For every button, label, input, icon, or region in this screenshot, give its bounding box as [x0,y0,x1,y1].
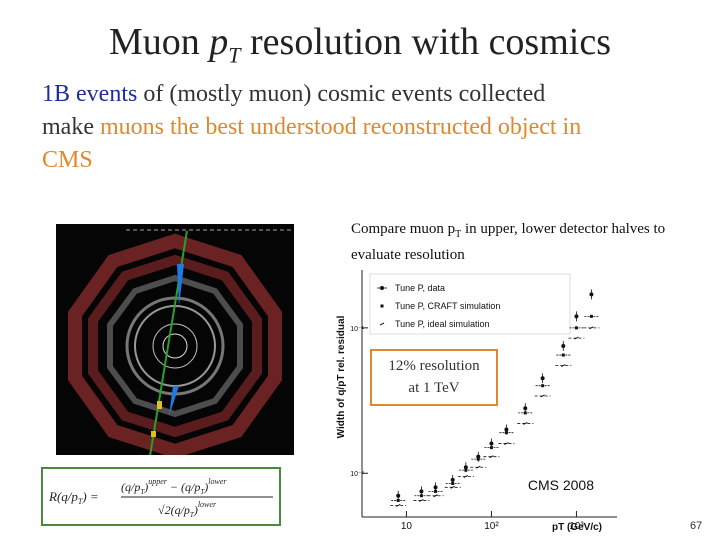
ideal-sim-point [523,422,528,425]
x-tick-label: 10 [401,521,413,532]
data-point [523,406,528,411]
resolution-callout: 12% resolution at 1 TeV [370,349,498,406]
formula-num-sub2: T [200,488,205,496]
page-number: 67 [690,520,703,532]
formula-lhs: R(q/p [48,489,78,504]
formula-den-a: √2(q/p [158,503,190,517]
data-point [489,441,494,446]
formula-num-sup2: lower [208,477,227,486]
intro-part3: muons the best understood reconstructed … [42,114,582,173]
craft-sim-point [489,446,493,450]
ideal-sim-point [450,485,455,489]
craft-sim-point [451,481,455,485]
title-prefix: Muon [108,21,210,63]
x-tick-label: 10² [484,521,499,532]
craft-sim-point [541,384,545,388]
ideal-sim-point [561,364,566,368]
data-point [419,489,424,494]
formula-lhs-sub: T [78,497,83,506]
svg-text:√2(q/pT)lower: √2(q/pT)lower [158,500,217,519]
ideal-sim-point [463,475,469,478]
plot-xlabel: pT (GeV/c) [552,522,602,532]
plot-legend [369,273,571,335]
compare-caption: Compare muon pT in upper, lower detector… [351,219,681,266]
craft-sim-point [419,494,423,498]
event-display-image [56,224,294,459]
title-suffix: resolution with cosmics [240,21,611,63]
data-point [463,465,468,470]
intro-text: 1B events of (mostly muon) cosmic events… [42,78,602,177]
ideal-sim-point [574,336,579,340]
intro-part2: of (mostly muon) cosmic events collected… [42,81,546,140]
slide-title: Muon pT resolution with cosmics [0,20,720,69]
data-point [561,344,566,349]
data-point [504,427,509,432]
craft-sim-point [561,353,565,357]
callout-line1: 12% resolution [388,358,480,374]
y-tick-label: 10⁻¹ [350,326,364,333]
ideal-sim-point [540,394,545,398]
data-point [433,485,438,490]
ideal-sim-point [476,465,481,469]
plot-watermark: CMS 2008 [528,477,594,493]
craft-sim-point [434,489,438,493]
data-point [450,477,455,482]
craft-sim-point [589,314,593,318]
formula-num-sup: upper [148,477,168,486]
craft-sim-point [476,457,480,461]
x-tick-label: 10³ [569,521,584,532]
event-display-graphic [56,224,294,459]
formula-den-sub: T [190,511,195,519]
compare-post: in upper, lower detector halves to evalu… [351,221,666,263]
resolution-callout-text: 12% resolution at 1 TeV [372,351,496,399]
ideal-sim-point [489,455,494,459]
svg-text:(q/pT)upper − (q/pT)lower: (q/pT)upper − (q/pT)lower [121,477,227,496]
ideal-sim-point [504,442,509,446]
data-point [540,376,545,381]
svg-text:R(q/pT) =: R(q/pT) = [48,489,99,506]
ideal-sim-point [433,494,438,498]
plot-ylabel: Width of q/pT rel. residual [336,315,347,438]
ideal-sim-point [589,326,594,330]
formula-num-b: − (q/p [167,480,200,494]
resolution-formula: R(q/pT) = (q/pT)upper − (q/pT)lower √2(q… [41,467,281,526]
formula-num-sub: T [140,488,145,496]
callout-line2: at 1 TeV [408,380,460,396]
data-point [574,314,579,319]
formula-num-a: (q/p [121,480,140,494]
legend-entry-ideal: Tune P, ideal simulation [395,319,490,329]
title-p: p [209,21,229,63]
craft-sim-point [523,411,527,415]
craft-sim-point [464,468,468,472]
craft-sim-point [504,431,508,435]
craft-sim-point [396,498,400,502]
craft-sim-point [574,326,578,330]
plot-svg: Width of q/pT rel. residual pT (GeV/c) C… [336,270,617,533]
formula-graphic: R(q/pT) = (q/pT)upper − (q/pT)lower √2(q… [48,477,273,519]
formula-den-sup: lower [198,500,217,509]
legend-entry-craft: Tune P, CRAFT simulation [395,301,500,311]
title-sub: T [228,42,241,68]
formula-lhs-end: ) = [81,489,98,504]
legend-entry-data: Tune P, data [395,283,445,293]
ideal-sim-point [395,504,401,507]
intro-part1: 1B events [42,81,138,107]
data-point [396,493,401,498]
compare-pre: Compare muon p [351,221,456,237]
data-point [589,292,594,297]
y-tick-label: 10⁻² [350,471,364,478]
compare-sub: T [455,229,462,240]
ideal-sim-point [419,498,424,502]
